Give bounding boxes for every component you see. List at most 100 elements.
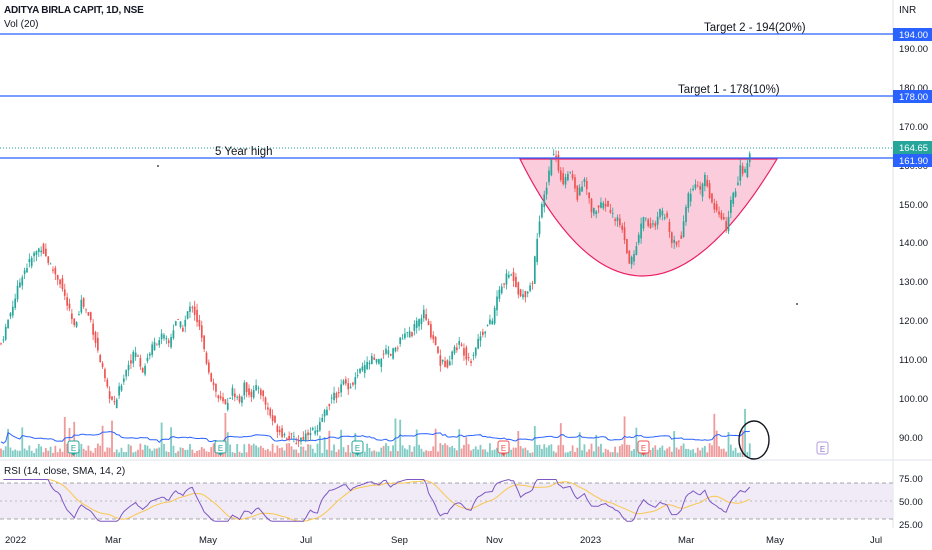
earnings-letter: E [218,444,223,453]
candle-body [21,277,24,286]
volume-bar [82,448,85,457]
candle-body [425,314,428,320]
volume-bar [458,429,461,457]
candle-body [146,357,149,362]
candle-body [578,187,581,196]
volume-bar [618,446,621,457]
volume-bar [335,451,338,457]
candle-body [236,397,239,398]
earnings-marker[interactable]: E [214,440,227,456]
candle-body [186,311,189,319]
candle-body [427,321,430,326]
volume-indicator-label[interactable]: Vol (20) [4,19,39,30]
volume-bar [635,427,638,457]
volume-bar [330,450,333,457]
price-tick: 180.00 [899,83,928,94]
candle-body [470,361,472,364]
chart-title[interactable]: ADITYA BIRLA CAPIT, 1D, NSE [4,5,144,16]
volume-bar [545,447,548,457]
candle-body [722,216,725,220]
volume-bar [290,446,293,457]
time-axis[interactable]: 2022 Mar May Jul Sep Nov 2023 Mar May Ju… [5,535,882,546]
volume-bar [113,452,116,457]
candle-body [533,256,536,284]
volume-bar [96,443,99,457]
volume-bar [54,445,57,457]
volume-bar [559,423,562,457]
volume-bar [37,444,40,457]
volume-bar [262,447,265,457]
candle-body [517,282,520,295]
candle-body [281,428,283,437]
volume-bar [59,448,61,457]
candle-body [543,194,546,208]
candle-body [283,434,286,436]
candle-body [458,340,461,345]
candle-body [137,355,139,357]
candle-body [19,282,21,288]
price-axis[interactable]: 190.00 180.00 170.00 160.00 150.00 140.0… [899,44,928,444]
candle-body [139,358,142,367]
candle-body [637,234,640,243]
volume-bar [99,445,102,457]
earnings-marker[interactable]: E [497,440,510,456]
candle-body [725,221,727,231]
candle-body [387,350,390,355]
earnings-marker[interactable]: E [816,441,829,455]
volume-bar [106,447,109,457]
volume-bar [210,447,213,457]
candle-body [349,386,352,389]
volume-bar [307,444,309,457]
volume-bar [543,444,546,457]
candle-body [500,286,503,294]
candle-body [545,187,548,195]
rsi-indicator-label[interactable]: RSI (14, close, SMA, 14, 2) [4,466,126,477]
volume-bar [583,444,586,457]
volume-moving-average [0,430,750,444]
candle-body [567,173,569,181]
candle-body [618,218,621,226]
volume-bar [14,449,17,457]
volume-bar [311,448,314,457]
candle-body [491,320,494,325]
volume-bar [295,449,298,457]
candle-body [66,297,68,306]
volume-bar [80,443,83,457]
candle-body [614,219,616,221]
candle-body [222,397,224,402]
candle-body [300,437,302,442]
candle-body [82,298,85,307]
candle-body [127,364,130,371]
earnings-marker[interactable]: E [67,440,80,456]
candle-body [4,326,7,340]
volume-bar [737,452,739,457]
candle-body [203,335,205,350]
candle-body [316,430,319,433]
volume-bar [285,443,288,457]
earnings-marker[interactable]: E [637,440,650,456]
volume-bar [326,449,328,457]
volume-bar [708,443,711,457]
volume-bar [200,447,203,457]
candle-body [191,307,194,309]
candle-body [257,387,260,389]
price-tick: 190.00 [899,44,928,55]
candle-body [444,360,446,367]
five-year-high-annotation: 5 Year high [215,146,273,158]
volume-bar [630,450,633,457]
volume-bar [515,447,517,457]
price-tick: 110.00 [899,355,927,366]
candle-body [441,359,444,362]
rsi-axis[interactable]: 75.00 50.00 25.00 [899,474,923,531]
candle-body [231,387,234,396]
volume-bar [144,444,146,457]
volume-bar [666,448,668,457]
volume-bar [257,447,260,457]
candle-body [647,219,650,226]
volume-bar [40,446,43,457]
candle-body [212,382,215,386]
candle-body [172,330,175,339]
earnings-marker[interactable]: E [351,440,364,456]
volume-bar [524,447,527,457]
